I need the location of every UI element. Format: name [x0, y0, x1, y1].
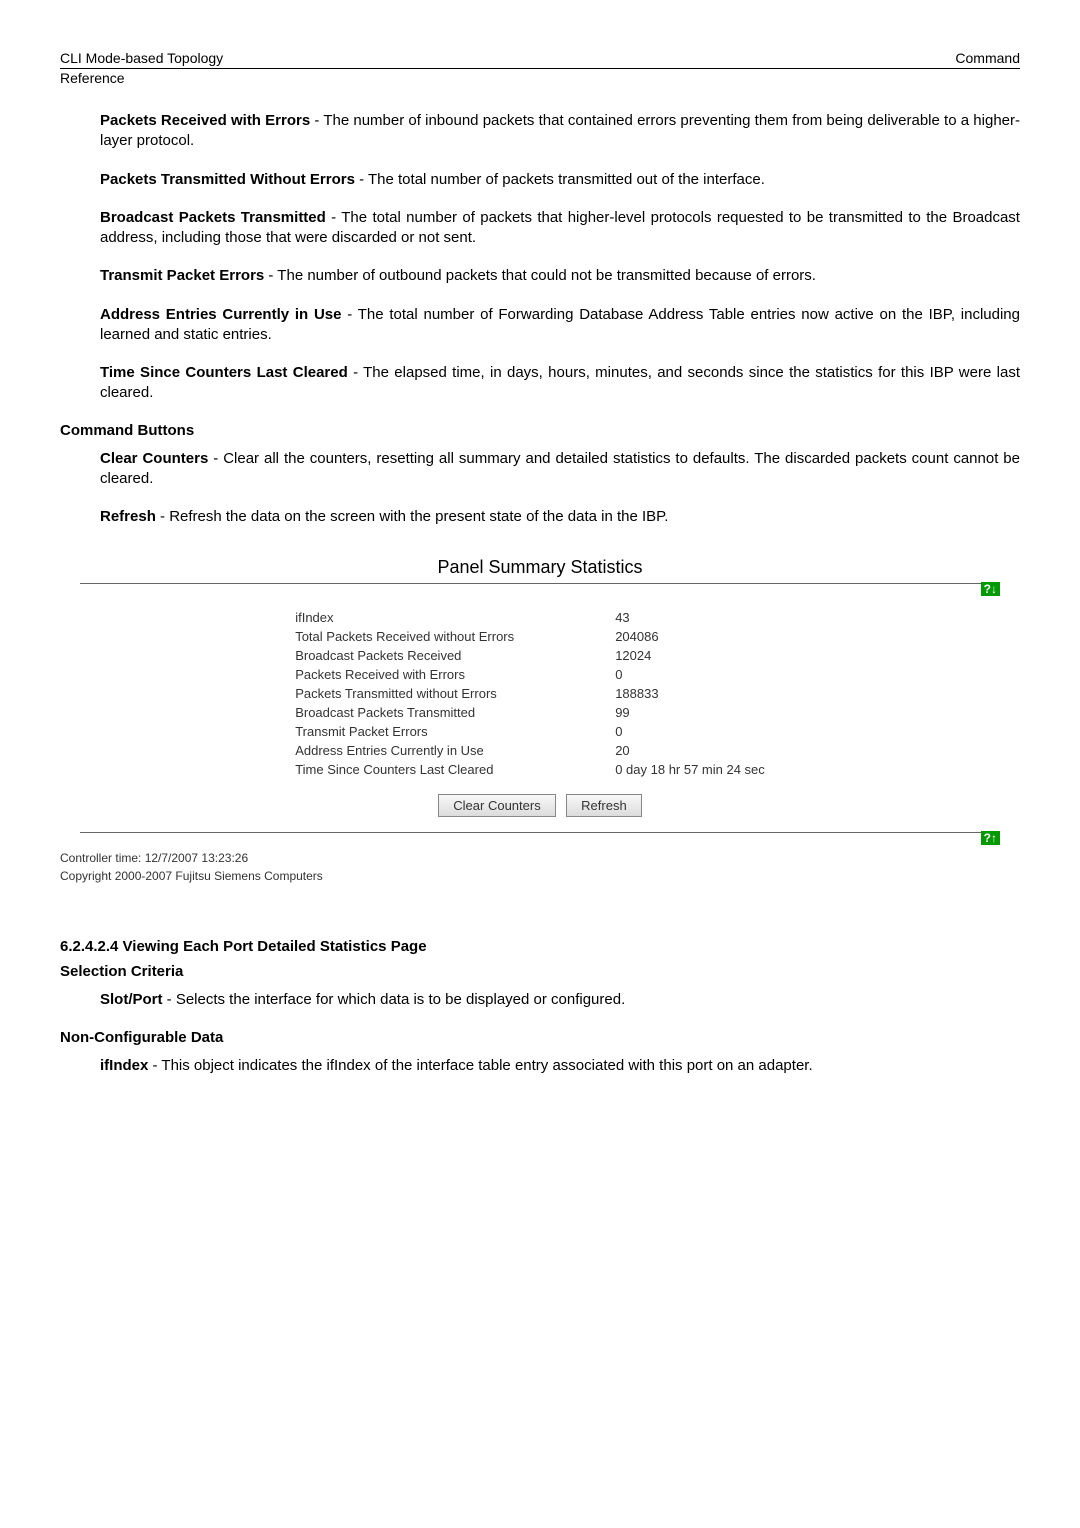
button-row: Clear Counters Refresh — [80, 794, 1000, 817]
desc: - Refresh the data on the screen with th… — [156, 508, 669, 525]
stat-value: 12024 — [615, 646, 785, 665]
term: Packets Transmitted Without Errors — [100, 171, 355, 188]
stat-value: 0 day 18 hr 57 min 24 sec — [615, 760, 785, 779]
def-slot-port: Slot/Port - Selects the interface for wh… — [100, 990, 1020, 1010]
def-ifindex: ifIndex - This object indicates the ifIn… — [100, 1056, 1020, 1076]
stat-label: Transmit Packet Errors — [295, 722, 615, 741]
table-row: Packets Transmitted without Errors188833 — [295, 684, 785, 703]
page-header: CLI Mode-based Topology Command — [60, 50, 1020, 69]
stat-value: 20 — [615, 741, 785, 760]
def-packets-received-errors: Packets Received with Errors - The numbe… — [100, 111, 1020, 152]
panel-bottom-rule: ?↑ — [80, 832, 1000, 847]
def-packets-transmitted-without-errors: Packets Transmitted Without Errors - The… — [100, 170, 1020, 190]
table-row: Packets Received with Errors0 — [295, 665, 785, 684]
selection-criteria-heading: Selection Criteria — [60, 963, 1020, 980]
stat-value: 204086 — [615, 627, 785, 646]
clear-counters-button[interactable]: Clear Counters — [438, 794, 555, 817]
table-row: Transmit Packet Errors0 — [295, 722, 785, 741]
stat-label: Time Since Counters Last Cleared — [295, 760, 615, 779]
refresh-button[interactable]: Refresh — [566, 794, 642, 817]
term: Transmit Packet Errors — [100, 267, 264, 284]
table-row: Broadcast Packets Transmitted99 — [295, 703, 785, 722]
def-broadcast-packets-transmitted: Broadcast Packets Transmitted - The tota… — [100, 208, 1020, 249]
table-row: Total Packets Received without Errors204… — [295, 627, 785, 646]
copyright: Copyright 2000-2007 Fujitsu Siemens Comp… — [60, 869, 1020, 883]
def-time-since-counters-cleared: Time Since Counters Last Cleared - The e… — [100, 363, 1020, 404]
help-up-icon[interactable]: ?↑ — [981, 831, 1000, 845]
def-clear-counters: Clear Counters - Clear all the counters,… — [100, 449, 1020, 490]
term: Slot/Port — [100, 991, 163, 1008]
stat-label: Address Entries Currently in Use — [295, 741, 615, 760]
desc: - Selects the interface for which data i… — [163, 991, 626, 1008]
header-right-top: Command — [955, 50, 1020, 66]
table-row: ifIndex43 — [295, 608, 785, 627]
header-left-text: CLI Mode-based Topology — [60, 50, 223, 66]
term: Packets Received with Errors — [100, 112, 310, 129]
term: Address Entries Currently in Use — [100, 306, 341, 323]
def-address-entries-in-use: Address Entries Currently in Use - The t… — [100, 305, 1020, 346]
stat-value: 188833 — [615, 684, 785, 703]
desc: - Clear all the counters, resetting all … — [100, 450, 1020, 487]
stat-label: Packets Transmitted without Errors — [295, 684, 615, 703]
desc: - The number of outbound packets that co… — [264, 267, 816, 284]
term: Time Since Counters Last Cleared — [100, 364, 348, 381]
def-refresh: Refresh - Refresh the data on the screen… — [100, 507, 1020, 527]
stat-label: Broadcast Packets Received — [295, 646, 615, 665]
def-transmit-packet-errors: Transmit Packet Errors - The number of o… — [100, 266, 1020, 286]
term: ifIndex — [100, 1057, 148, 1074]
stat-label: ifIndex — [295, 608, 615, 627]
stat-label: Packets Received with Errors — [295, 665, 615, 684]
help-down-icon[interactable]: ?↓ — [981, 582, 1000, 596]
stat-value: 99 — [615, 703, 785, 722]
desc: - This object indicates the ifIndex of t… — [148, 1057, 812, 1074]
table-row: Broadcast Packets Received12024 — [295, 646, 785, 665]
desc: - The total number of packets transmitte… — [355, 171, 765, 188]
panel-top-rule: ?↓ — [80, 583, 1000, 598]
panel-title: Panel Summary Statistics — [60, 557, 1020, 578]
table-row: Time Since Counters Last Cleared0 day 18… — [295, 760, 785, 779]
stat-value: 0 — [615, 665, 785, 684]
controller-time: Controller time: 12/7/2007 13:23:26 — [60, 851, 1020, 865]
section-62424-heading: 6.2.4.2.4 Viewing Each Port Detailed Sta… — [60, 938, 1020, 955]
stat-value: 0 — [615, 722, 785, 741]
term: Clear Counters — [100, 450, 208, 467]
stat-label: Broadcast Packets Transmitted — [295, 703, 615, 722]
term: Broadcast Packets Transmitted — [100, 209, 326, 226]
stats-table: ifIndex43 Total Packets Received without… — [295, 608, 785, 779]
header-reference: Reference — [60, 70, 1020, 86]
term: Refresh — [100, 508, 156, 525]
stat-label: Total Packets Received without Errors — [295, 627, 615, 646]
non-configurable-data-heading: Non-Configurable Data — [60, 1029, 1020, 1046]
table-row: Address Entries Currently in Use20 — [295, 741, 785, 760]
command-buttons-heading: Command Buttons — [60, 422, 1020, 439]
stat-value: 43 — [615, 608, 785, 627]
